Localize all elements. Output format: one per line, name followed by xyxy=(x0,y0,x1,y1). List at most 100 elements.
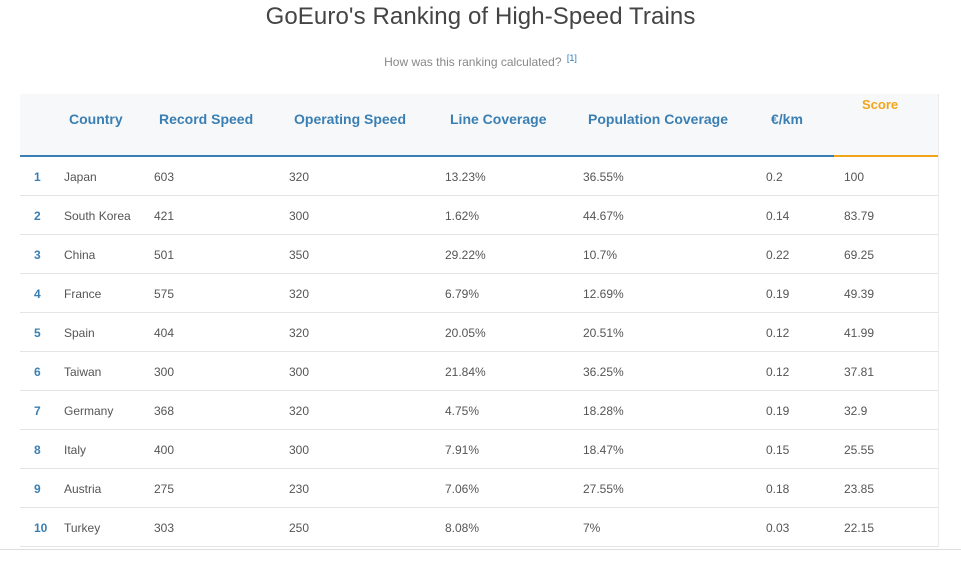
cell-country: Germany xyxy=(64,404,114,418)
cell-country: Taiwan xyxy=(64,365,102,379)
table-row: 2 South Korea 421 300 1.62% 44.67% 0.14 83.79 xyxy=(20,196,939,235)
cell-operating-speed: 320 xyxy=(289,326,310,340)
cell-score: 22.15 xyxy=(844,521,875,535)
cell-record-speed: 368 xyxy=(154,404,175,418)
table-body: 1 Japan 603 320 13.23% 36.55% 0.2 100 2 South Kor… xyxy=(20,157,939,547)
cell-population-coverage: 10.7% xyxy=(583,248,618,262)
column-header-score[interactable]: Score xyxy=(862,97,899,112)
cell-line-coverage: 4.75% xyxy=(445,404,480,418)
cell-population-coverage: 27.55% xyxy=(583,482,624,496)
table-header: Country Record Speed Operating Speed Lin… xyxy=(20,94,939,157)
table-row: 7 Germany 368 320 4.75% 18.28% 0.19 32.9 xyxy=(20,391,939,430)
cell-population-coverage: 12.69% xyxy=(583,287,624,301)
cell-population-coverage: 44.67% xyxy=(583,209,624,223)
cell-cost-per-km: 0.2 xyxy=(766,170,783,184)
cell-record-speed: 501 xyxy=(154,248,175,262)
cell-country: China xyxy=(64,248,96,262)
cell-rank: 4 xyxy=(34,287,41,301)
column-header-population-coverage[interactable]: Population Coverage xyxy=(588,111,729,127)
cell-score: 37.81 xyxy=(844,365,875,379)
cell-population-coverage: 36.55% xyxy=(583,170,624,184)
cell-score: 69.25 xyxy=(844,248,875,262)
cell-score: 100 xyxy=(844,170,865,184)
cell-line-coverage: 8.08% xyxy=(445,521,480,535)
table-right-border xyxy=(938,94,939,547)
cell-population-coverage: 20.51% xyxy=(583,326,624,340)
cell-population-coverage: 18.28% xyxy=(583,404,624,418)
cell-operating-speed: 320 xyxy=(289,170,310,184)
column-header-operating-speed[interactable]: Operating Speed xyxy=(294,111,407,127)
cell-rank: 7 xyxy=(34,404,41,418)
cell-score: 41.99 xyxy=(844,326,875,340)
column-header-cost-per-km[interactable]: €/km xyxy=(771,111,803,127)
cell-population-coverage: 18.47% xyxy=(583,443,624,457)
table-row: 10 Turkey 303 250 8.08% 7% 0.03 22.15 xyxy=(20,508,939,547)
cell-record-speed: 300 xyxy=(154,365,175,379)
cell-operating-speed: 350 xyxy=(289,248,310,262)
cell-line-coverage: 6.79% xyxy=(445,287,480,301)
cell-country: Italy xyxy=(64,443,87,457)
table-row: 4 France 575 320 6.79% 12.69% 0.19 49.39 xyxy=(20,274,939,313)
column-header-line-coverage[interactable]: Line Coverage xyxy=(450,111,547,127)
cell-line-coverage: 7.06% xyxy=(445,482,480,496)
cell-country: South Korea xyxy=(64,209,131,223)
cell-operating-speed: 230 xyxy=(289,482,310,496)
cell-rank: 1 xyxy=(34,170,41,184)
column-header-record-speed[interactable]: Record Speed xyxy=(159,111,254,127)
cell-operating-speed: 300 xyxy=(289,443,310,457)
cell-country: Turkey xyxy=(64,521,101,535)
cell-population-coverage: 7% xyxy=(583,521,601,535)
cell-cost-per-km: 0.18 xyxy=(766,482,790,496)
cell-cost-per-km: 0.15 xyxy=(766,443,790,457)
cell-record-speed: 575 xyxy=(154,287,175,301)
cell-operating-speed: 320 xyxy=(289,404,310,418)
cell-record-speed: 275 xyxy=(154,482,175,496)
cell-line-coverage: 21.84% xyxy=(445,365,486,379)
cell-cost-per-km: 0.03 xyxy=(766,521,790,535)
cell-country: Japan xyxy=(64,170,97,184)
cell-operating-speed: 250 xyxy=(289,521,310,535)
table-row: 1 Japan 603 320 13.23% 36.55% 0.2 100 xyxy=(20,157,939,196)
cell-line-coverage: 1.62% xyxy=(445,209,480,223)
cell-operating-speed: 300 xyxy=(289,365,310,379)
cell-cost-per-km: 0.22 xyxy=(766,248,790,262)
cell-rank: 2 xyxy=(34,209,41,223)
cell-score: 32.9 xyxy=(844,404,868,418)
ranking-calculation-link[interactable]: How was this ranking calculated? xyxy=(384,55,562,69)
score-sort-indicator xyxy=(834,155,939,157)
cell-rank: 8 xyxy=(34,443,41,457)
cell-rank: 10 xyxy=(34,521,48,535)
table-row: 9 Austria 275 230 7.06% 27.55% 0.18 23.85 xyxy=(20,469,939,508)
cell-operating-speed: 300 xyxy=(289,209,310,223)
table-row: 6 Taiwan 300 300 21.84% 36.25% 0.12 37.81 xyxy=(20,352,939,391)
cell-rank: 5 xyxy=(34,326,41,340)
cell-cost-per-km: 0.14 xyxy=(766,209,790,223)
cell-cost-per-km: 0.12 xyxy=(766,365,790,379)
page-title: GoEuro's Ranking of High-Speed Trains xyxy=(265,3,696,30)
cell-operating-speed: 320 xyxy=(289,287,310,301)
column-header-country[interactable]: Country xyxy=(69,111,123,127)
table-row: 5 Spain 404 320 20.05% 20.51% 0.12 41.99 xyxy=(20,313,939,352)
cell-line-coverage: 29.22% xyxy=(445,248,486,262)
cell-score: 25.55 xyxy=(844,443,875,457)
cell-score: 49.39 xyxy=(844,287,875,301)
cell-cost-per-km: 0.19 xyxy=(766,404,790,418)
table-row: 8 Italy 400 300 7.91% 18.47% 0.15 25.55 xyxy=(20,430,939,469)
cell-country: Spain xyxy=(64,326,95,340)
cell-record-speed: 603 xyxy=(154,170,175,184)
cell-country: Austria xyxy=(64,482,102,496)
cell-rank: 3 xyxy=(34,248,41,262)
cell-line-coverage: 13.23% xyxy=(445,170,486,184)
ranking-subtitle: How was this ranking calculated? [1] xyxy=(0,53,961,69)
cell-record-speed: 404 xyxy=(154,326,175,340)
footnote-ref-link[interactable]: [1] xyxy=(566,53,577,63)
cell-record-speed: 421 xyxy=(154,209,175,223)
cell-cost-per-km: 0.12 xyxy=(766,326,790,340)
cell-line-coverage: 20.05% xyxy=(445,326,486,340)
ranking-table: Country Record Speed Operating Speed Lin… xyxy=(20,94,939,547)
cell-line-coverage: 7.91% xyxy=(445,443,480,457)
page-bottom-divider xyxy=(0,549,961,550)
table-row: 3 China 501 350 29.22% 10.7% 0.22 69.25 xyxy=(20,235,939,274)
cell-score: 23.85 xyxy=(844,482,875,496)
